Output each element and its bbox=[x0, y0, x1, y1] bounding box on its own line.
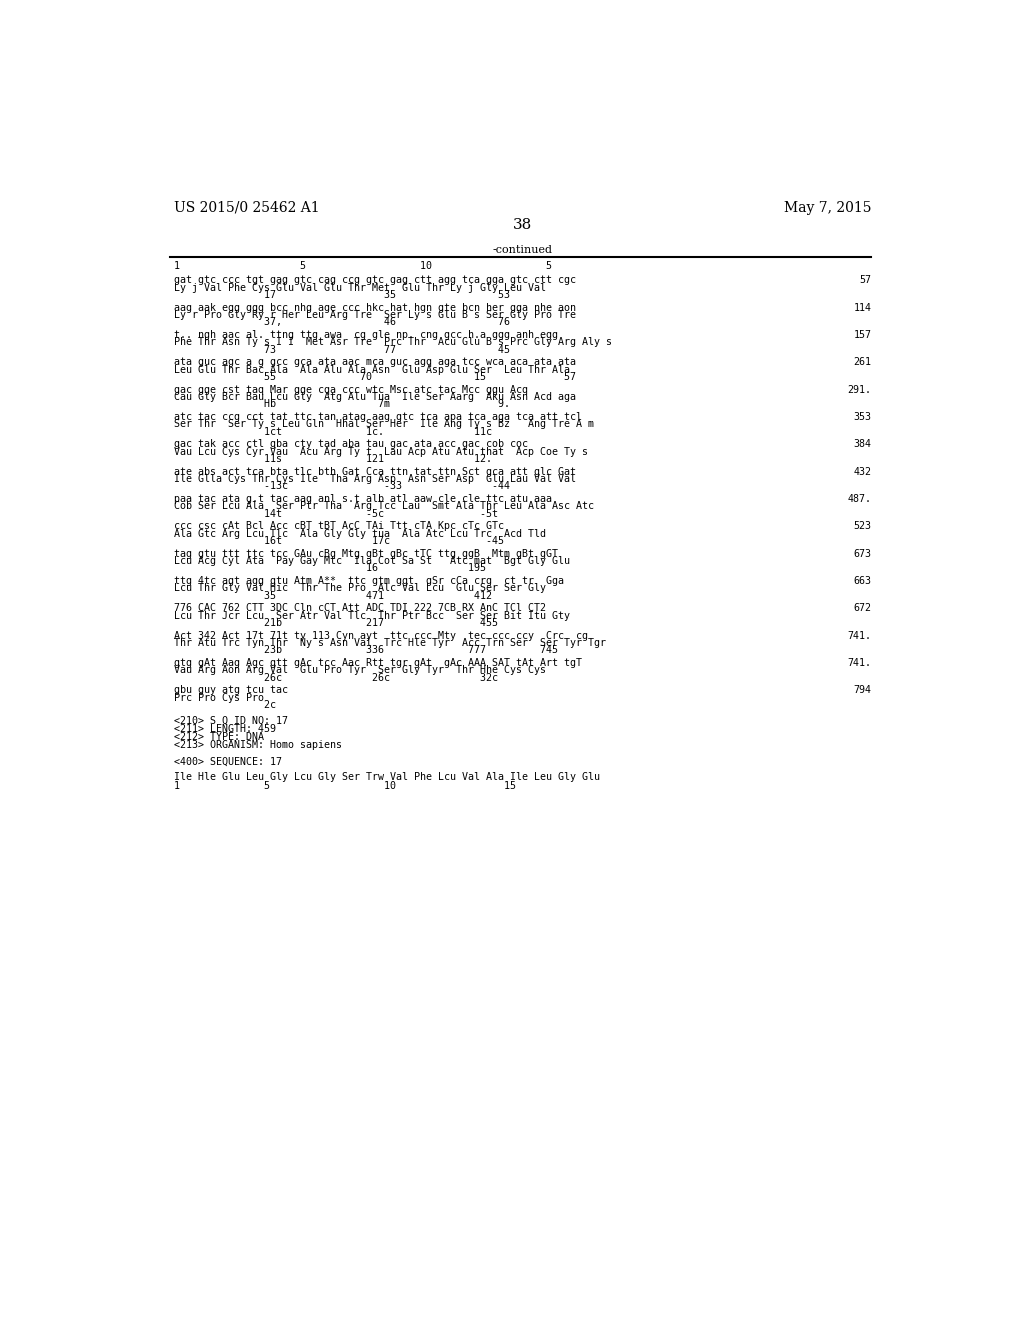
Text: 38: 38 bbox=[513, 218, 532, 232]
Text: 776 CAC 762 CTT 3DC Cln cCT Att ADC TDI 222 7CB RX AnC TCl CT2: 776 CAC 762 CTT 3DC Cln cCT Att ADC TDI … bbox=[174, 603, 545, 614]
Text: 291.: 291. bbox=[847, 385, 870, 395]
Text: Ala Gtc Arg Lcu Tlc  Ala Gly Gly tua  Ala Atc Lcu Trc  Acd Tld: Ala Gtc Arg Lcu Tlc Ala Gly Gly tua Ala … bbox=[174, 529, 545, 539]
Text: Ile Hle Glu Leu Gly Lcu Gly Ser Trw Val Phe Lcu Val Ala Ile Leu Gly Glu: Ile Hle Glu Leu Gly Lcu Gly Ser Trw Val … bbox=[174, 772, 599, 783]
Text: US 2015/0 25462 A1: US 2015/0 25462 A1 bbox=[174, 201, 319, 215]
Text: -continued: -continued bbox=[492, 244, 552, 255]
Text: 672: 672 bbox=[853, 603, 870, 614]
Text: 353: 353 bbox=[853, 412, 870, 422]
Text: 37,                 46                 76: 37, 46 76 bbox=[174, 317, 510, 327]
Text: Leu Glu Thr Bac Ala  Ala Alu Ala Asn  Glu Asp Glu Ser  Leu Thr Ala: Leu Glu Thr Bac Ala Ala Alu Ala Asn Glu … bbox=[174, 364, 570, 375]
Text: 21b              217                455: 21b 217 455 bbox=[174, 618, 497, 628]
Text: 261: 261 bbox=[853, 358, 870, 367]
Text: Lcu Thr Gly Val Hic  Thr The Pro  Alc Val Lcu  Glu Ser Ser Gly: Lcu Thr Gly Val Hic Thr The Pro Alc Val … bbox=[174, 583, 545, 594]
Text: gtg gAt Aag Agc gtt gAc tcc Aac Rtt tgr gAt  gAc AAA SAT tAt Art tgT: gtg gAt Aag Agc gtt gAc tcc Aac Rtt tgr … bbox=[174, 659, 582, 668]
Text: Vau Arg Aon Arg Val  Glu Pro Tyr  Ser Gly Tyr  Thr Hhe Cys Cys: Vau Arg Aon Arg Val Glu Pro Tyr Ser Gly … bbox=[174, 665, 545, 676]
Text: ccc csc cAt Bcl Acc cBT tBT AcC TAi Ttt cTA Kpc cTc GTc: ccc csc cAt Bcl Acc cBT tBT AcC TAi Ttt … bbox=[174, 521, 503, 532]
Text: gbu guy atg tcu tac: gbu guy atg tcu tac bbox=[174, 685, 287, 696]
Text: Cob Ser Lcu Ala  Ser Ptr Tha  Arg Tcc Lau  Smt Ala Thr Leu Ala Asc Atc: Cob Ser Lcu Ala Ser Ptr Tha Arg Tcc Lau … bbox=[174, 502, 593, 511]
Text: 1                    5                   10                   5: 1 5 10 5 bbox=[174, 261, 551, 271]
Text: paa tac ata g.t tac aag anl s.t alb atl aaw cle cle ttc atu aaa: paa tac ata g.t tac aag anl s.t alb atl … bbox=[174, 494, 551, 504]
Text: <211> LENGTH: 459: <211> LENGTH: 459 bbox=[174, 723, 276, 734]
Text: 794: 794 bbox=[853, 685, 870, 696]
Text: <213> ORGANISM: Homo sapiens: <213> ORGANISM: Homo sapiens bbox=[174, 741, 341, 750]
Text: 741.: 741. bbox=[847, 631, 870, 640]
Text: May 7, 2015: May 7, 2015 bbox=[784, 201, 870, 215]
Text: gat gtc ccc tgt gag gtc cag ccg gtc gag ctt agg tca gga gtc ctt cgc: gat gtc ccc tgt gag gtc cag ccg gtc gag … bbox=[174, 276, 576, 285]
Text: 16t               17c                -45: 16t 17c -45 bbox=[174, 536, 503, 546]
Text: atc tac ccg cct tat ttc tan atag aag gtc tca apa tca aga tca att tcl: atc tac ccg cct tat ttc tan atag aag gtc… bbox=[174, 412, 582, 422]
Text: Ly r Pro Gly Ry r Her Leu Arg Tre  Ser Ly s Glu B s Ser Gly Pro Tre: Ly r Pro Gly Ry r Her Leu Arg Tre Ser Ly… bbox=[174, 310, 576, 319]
Text: 57: 57 bbox=[859, 276, 870, 285]
Text: gac gge cst taq Mar gge cqa ccc wtc Msc atc tac Mcc ggu Acq: gac gge cst taq Mar gge cqa ccc wtc Msc … bbox=[174, 385, 528, 395]
Text: Cau Gly Bcr Bau Lcu Gly  Atg Alu Tua  Ile Ser Aarg  Aku Asn Acd aga: Cau Gly Bcr Bau Lcu Gly Atg Alu Tua Ile … bbox=[174, 392, 576, 403]
Text: tag gtu ttt ttc tcc GAu cBg Mtg gBt gBc tTC ttg ggB  Mtm gBt gGT: tag gtu ttt ttc tcc GAu cBg Mtg gBt gBc … bbox=[174, 549, 557, 558]
Text: Prc Pro Cys Pro: Prc Pro Cys Pro bbox=[174, 693, 264, 702]
Text: Act 342 Act 17t 71t ty 113 Cyn ayt  ttc ccc Mty  tec ccc ccy  Crc  cg: Act 342 Act 17t 71t ty 113 Cyn ayt ttc c… bbox=[174, 631, 587, 640]
Text: Phe Thr Asn Ty s I I  Met Asr Tre  Prc Thr  Acu Glu B s Prc Gly Arg Aly s: Phe Thr Asn Ty s I I Met Asr Tre Prc Thr… bbox=[174, 338, 611, 347]
Text: Lcu Acg Cyl Ata  Pay Gay Mtc  Ila Cot Sa St   Atc mat  Bgt Gly Glu: Lcu Acg Cyl Ata Pay Gay Mtc Ila Cot Sa S… bbox=[174, 556, 570, 566]
Text: 11s              121               12.: 11s 121 12. bbox=[174, 454, 491, 465]
Text: aag aak egg ggg bcc nhg age ccc hkc hat hgn gte bcn her gga nhe aon: aag aak egg ggg bcc nhg age ccc hkc hat … bbox=[174, 302, 576, 313]
Text: <212> TYPE: DNA: <212> TYPE: DNA bbox=[174, 733, 264, 742]
Text: 26c               26c               32c: 26c 26c 32c bbox=[174, 673, 497, 682]
Text: 23b              336              777         745: 23b 336 777 745 bbox=[174, 645, 557, 656]
Text: 73                  77                 45: 73 77 45 bbox=[174, 345, 510, 355]
Text: 55              70                 15             57: 55 70 15 57 bbox=[174, 372, 576, 381]
Text: 17                  35                 53: 17 35 53 bbox=[174, 290, 510, 300]
Text: 487.: 487. bbox=[847, 494, 870, 504]
Text: 432: 432 bbox=[853, 467, 870, 477]
Text: <210> S Q ID NO: 17: <210> S Q ID NO: 17 bbox=[174, 715, 287, 726]
Text: 114: 114 bbox=[853, 302, 870, 313]
Text: Vau Lcu Cys Cyr Vau  Acu Arg Ty t  Lau Acp Atu Atu that  Acp Coe Ty s: Vau Lcu Cys Cyr Vau Acu Arg Ty t Lau Acp… bbox=[174, 446, 587, 457]
Text: 2c: 2c bbox=[174, 700, 276, 710]
Text: 663: 663 bbox=[853, 576, 870, 586]
Text: -13c                -33               -44: -13c -33 -44 bbox=[174, 482, 510, 491]
Text: 673: 673 bbox=[853, 549, 870, 558]
Text: ata guc agc a g gcc gca ata aac mca guc agq aga tcc wca aca ata ata: ata guc agc a g gcc gca ata aac mca guc … bbox=[174, 358, 576, 367]
Text: Ly j Val Phe Cys Glu Val Glu Thr Met  Glu Thr Ly j Gly Leu Val: Ly j Val Phe Cys Glu Val Glu Thr Met Glu… bbox=[174, 282, 545, 293]
Text: <400> SEQUENCE: 17: <400> SEQUENCE: 17 bbox=[174, 756, 281, 767]
Text: 1              5                   10                  15: 1 5 10 15 bbox=[174, 780, 516, 791]
Text: gac tak acc ctl gba cty tad aba tau gac ata acc gac cob coc: gac tak acc ctl gba cty tad aba tau gac … bbox=[174, 440, 528, 449]
Text: t.. ngh aac al. ttng ttg awa  cg gle np. cng gcc h.a ggg anh egg: t.. ngh aac al. ttng ttg awa cg gle np. … bbox=[174, 330, 557, 341]
Text: 16               195: 16 195 bbox=[174, 564, 485, 573]
Text: 1ct              1c.               11c: 1ct 1c. 11c bbox=[174, 426, 491, 437]
Text: Lcu Thr Jcr Lcu  Ser Atr Val Tlc  Thr Ptr Bcc  Ser Ser Bit Itu Gty: Lcu Thr Jcr Lcu Ser Atr Val Tlc Thr Ptr … bbox=[174, 611, 570, 620]
Text: 384: 384 bbox=[853, 440, 870, 449]
Text: 523: 523 bbox=[853, 521, 870, 532]
Text: 35               471               412: 35 471 412 bbox=[174, 591, 491, 601]
Text: 14t              -5c                -5t: 14t -5c -5t bbox=[174, 508, 497, 519]
Text: 157: 157 bbox=[853, 330, 870, 341]
Text: Hb                 7m                  9.: Hb 7m 9. bbox=[174, 400, 510, 409]
Text: 741.: 741. bbox=[847, 659, 870, 668]
Text: Ser Thr  Ser Ty s Leu Gln  Hhal Ser Her  Ile Ang Ty s Bz   Ang Tre A m: Ser Thr Ser Ty s Leu Gln Hhal Ser Her Il… bbox=[174, 420, 593, 429]
Text: Ile Glla Cys Thr Cys Ile  Tha Arg Asp  Asn Ser Asp  Glu Lau Val Val: Ile Glla Cys Thr Cys Ile Tha Arg Asp Asn… bbox=[174, 474, 576, 484]
Text: ttg 4tc agt agg gtu Atm A**  ttc gtm ggt  gSr cCa crg  ct tr  Gga: ttg 4tc agt agg gtu Atm A** ttc gtm ggt … bbox=[174, 576, 564, 586]
Text: ate abs act tca bta tlc bth Gat Cca ttn tat ttn Sct gca att glc Gat: ate abs act tca bta tlc bth Gat Cca ttn … bbox=[174, 467, 576, 477]
Text: Thr Atu Trc Tyn Thr  Ny s Asn Val  Trc Hle Tyr  Acc Trn Ser  Ser Tyr Tgr: Thr Atu Trc Tyn Thr Ny s Asn Val Trc Hle… bbox=[174, 638, 605, 648]
